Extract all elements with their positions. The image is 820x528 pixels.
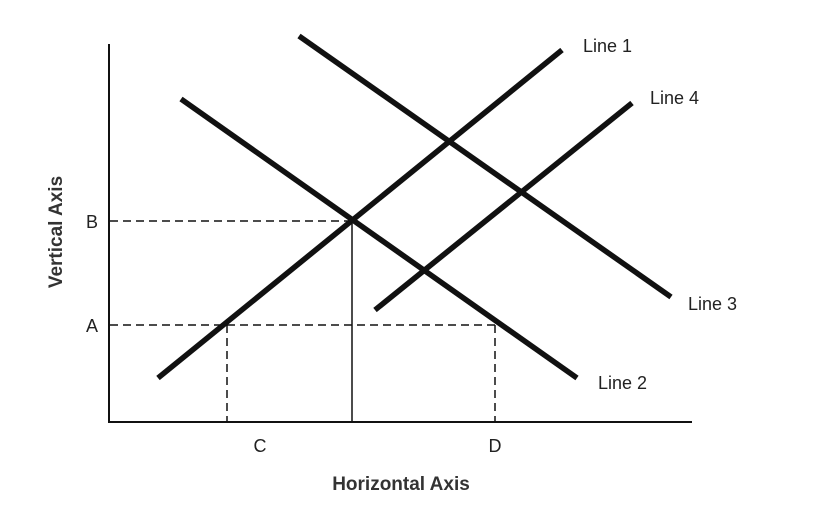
line-4-label: Line 4 [650,88,699,108]
line-1 [156,47,564,381]
y-tick-b: B [86,212,98,232]
line-2 [179,96,579,381]
y-tick-a: A [86,316,98,336]
x-tick-c: C [254,436,267,456]
x-tick-d: D [489,436,502,456]
line-1-label: Line 1 [583,36,632,56]
x-axis-title: Horizontal Axis [332,474,470,495]
line-4 [373,100,634,313]
line-3 [297,33,673,300]
y-axis-title: Vertical Axis [46,176,67,288]
line-2-label: Line 2 [598,373,647,393]
line-3-label: Line 3 [688,294,737,314]
